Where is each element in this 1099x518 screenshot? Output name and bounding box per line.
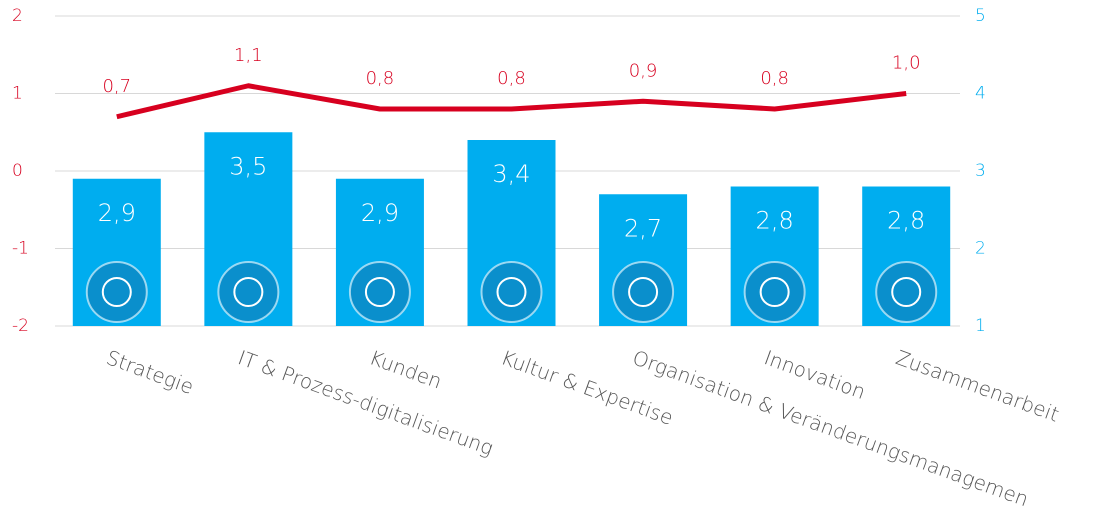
- bar-value-label: 2,8: [756, 207, 794, 235]
- line-value-label: 0,9: [629, 60, 658, 81]
- x-tick-label: Zusammenarbeit: [893, 345, 1063, 426]
- line: [116, 83, 907, 120]
- y2-tick-label: 5: [975, 6, 986, 26]
- x-tick-label: Kunden: [366, 345, 445, 393]
- bar-value-label: 2,9: [98, 199, 136, 227]
- y2-tick-label: 4: [975, 84, 986, 104]
- y2-tick-label: 2: [975, 239, 986, 259]
- icon: [612, 261, 675, 323]
- icon-inner: [891, 277, 922, 307]
- bar-value-label: 2,9: [361, 199, 399, 227]
- icon: [480, 261, 543, 323]
- bar-value-label: 2,8: [887, 207, 925, 235]
- y-tick-label: -1: [12, 239, 29, 259]
- bar-value-label: 3,4: [492, 160, 530, 188]
- icon-inner: [364, 277, 395, 307]
- icon-inner: [233, 277, 264, 307]
- line-value-label: 0,8: [366, 68, 395, 89]
- line-value-label: 1,0: [892, 53, 921, 74]
- icon: [85, 261, 148, 323]
- y2-tick-label: 1: [975, 316, 986, 336]
- x-tick-label: Strategie: [103, 345, 197, 399]
- line-value-label: 0,8: [760, 68, 789, 89]
- y-tick-label: 1: [12, 84, 23, 104]
- bar-value-label: 3,5: [229, 152, 267, 180]
- y-tick-label: -2: [12, 316, 29, 336]
- icon-inner: [759, 277, 790, 307]
- icon: [348, 261, 411, 323]
- bar-value-label: 2,7: [624, 214, 662, 242]
- icon: [875, 261, 938, 323]
- x-tick-label: IT & Prozess-digitalisierung: [235, 345, 497, 460]
- line-value-label: 0,8: [497, 68, 526, 89]
- icon: [217, 261, 280, 323]
- y-tick-label: 2: [12, 6, 23, 26]
- icon: [743, 261, 806, 323]
- y-tick-label: 0: [12, 161, 23, 181]
- y2-tick-label: 3: [975, 161, 986, 181]
- line-value-label: 1,1: [234, 45, 263, 66]
- line-value-label: 0,7: [102, 76, 131, 97]
- icon-inner: [101, 277, 132, 307]
- icon-inner: [496, 277, 527, 307]
- icon-inner: [628, 277, 659, 307]
